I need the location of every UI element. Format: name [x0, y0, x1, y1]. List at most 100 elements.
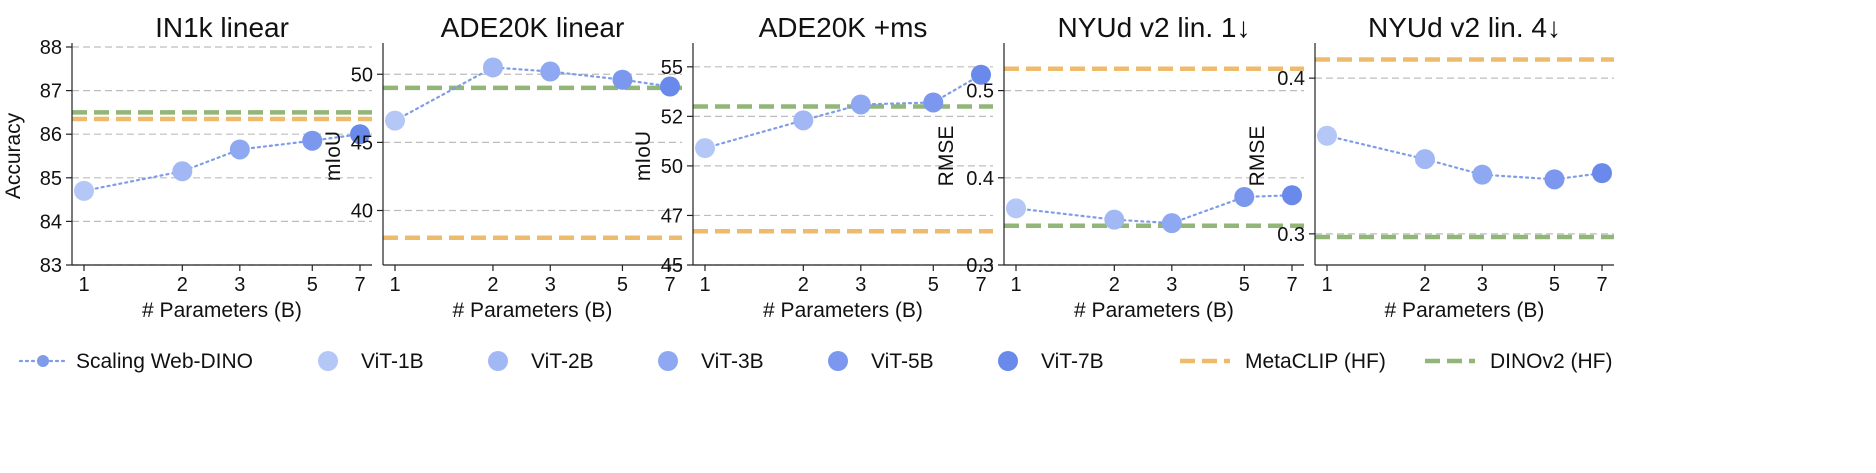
vit-7b-point: [660, 76, 680, 97]
vit-5b-point: [1234, 186, 1255, 207]
y-tick-label: 0.5: [966, 81, 994, 103]
x-tick-label: 2: [798, 274, 809, 296]
x-tick-label: 2: [1419, 274, 1430, 296]
y-axis-label: mIoU: [632, 131, 655, 181]
vit-5b-point: [302, 130, 323, 151]
x-tick-label: 3: [1166, 274, 1177, 296]
y-axis-label: mIoU: [322, 131, 345, 181]
legend-dot-swatch: [318, 351, 338, 371]
x-tick-label: 7: [975, 274, 986, 296]
x-tick-label: 2: [487, 274, 498, 296]
y-axis-label: RMSE: [1246, 126, 1269, 187]
legend-label: MetaCLIP (HF): [1245, 350, 1386, 373]
y-tick-label: 50: [351, 64, 373, 86]
chart-title: ADE20K +ms: [759, 12, 928, 43]
y-tick-label: 84: [40, 211, 62, 233]
vit-1b-point: [1317, 125, 1337, 146]
vit-3b-point: [229, 139, 250, 160]
vit-7b-point: [1592, 163, 1612, 184]
legend-dot-swatch: [488, 351, 508, 371]
x-axis-label: # Parameters (B): [1385, 299, 1545, 322]
vit-2b-point: [793, 110, 814, 131]
y-tick-label: 83: [40, 255, 62, 277]
x-tick-label: 2: [177, 274, 188, 296]
x-tick-label: 3: [1477, 274, 1488, 296]
legend-metaclip-hf: MetaCLIP (HF): [1180, 350, 1386, 373]
vit-2b-point: [1414, 149, 1435, 170]
legend-dot-swatch: [998, 351, 1018, 371]
x-tick-label: 7: [664, 274, 675, 296]
y-axis-label: RMSE: [935, 126, 958, 187]
legend-label: DINOv2 (HF): [1490, 350, 1613, 373]
vit-1b-point: [695, 138, 715, 159]
legend-label: ViT-5B: [871, 350, 934, 373]
x-tick-label: 1: [78, 274, 89, 296]
y-tick-label: 0.4: [1277, 68, 1305, 90]
vit-3b-point: [1472, 164, 1493, 185]
legend-label: Scaling Web-DINO: [76, 350, 253, 373]
x-tick-label: 7: [1596, 274, 1607, 296]
x-axis-label: # Parameters (B): [142, 299, 302, 322]
x-tick-label: 7: [354, 274, 365, 296]
y-tick-label: 86: [40, 124, 62, 146]
y-tick-label: 52: [661, 106, 683, 128]
legend-vit-2b: ViT-2B: [488, 350, 594, 373]
legend-label: ViT-3B: [701, 350, 764, 373]
y-tick-label: 0.3: [1277, 224, 1305, 246]
x-tick-label: 1: [1010, 274, 1021, 296]
x-tick-label: 2: [1109, 274, 1120, 296]
x-tick-label: 1: [699, 274, 710, 296]
vit-1b-point: [1006, 198, 1026, 219]
x-tick-label: 3: [545, 274, 556, 296]
subplot-4: 0.3 0.4 0.5 1 2 3 5 7 NYUd v2 lin. 1↓ # Parameter…: [935, 12, 1304, 322]
subplot-5: 0.3 0.4 1 2 3 5 7 NYUd v2 lin. 4↓ # Parameters (…: [1246, 12, 1614, 322]
x-tick-label: 1: [1321, 274, 1332, 296]
y-tick-label: 88: [40, 37, 62, 59]
y-tick-label: 0.3: [966, 255, 994, 277]
y-tick-label: 47: [661, 205, 683, 227]
y-tick-label: 50: [661, 156, 683, 178]
chart-title: NYUd v2 lin. 1↓: [1058, 12, 1251, 43]
legend-label: ViT-7B: [1041, 350, 1104, 373]
x-tick-label: 5: [1239, 274, 1250, 296]
y-tick-label: 0.4: [966, 168, 994, 190]
legend-vit-1b: ViT-1B: [318, 350, 424, 373]
vit-3b-point: [850, 94, 871, 115]
subplot-3: 45 47 50 52 55 1 2 3 5 7 ADE20K +ms # Parameters (B…: [632, 12, 993, 322]
legend-vit-7b: ViT-7B: [998, 350, 1104, 373]
x-axis-label: # Parameters (B): [763, 299, 923, 322]
chart-title: ADE20K linear: [441, 12, 625, 43]
x-tick-label: 3: [855, 274, 866, 296]
vit-5b-point: [1544, 169, 1565, 190]
legend: Scaling Web-DINO ViT-1B ViT-2B ViT-3B ViT-5B…: [18, 350, 1613, 373]
scaling-web-dino-line: [1325, 134, 1604, 181]
legend-vit-5b: ViT-5B: [828, 350, 934, 373]
y-axis-label: Accuracy: [2, 112, 25, 199]
vit-5b-point: [612, 69, 633, 90]
x-axis-label: # Parameters (B): [1074, 299, 1234, 322]
vit-7b-point: [971, 64, 991, 85]
y-tick-label: 40: [351, 201, 373, 223]
legend-dot-swatch: [658, 351, 678, 371]
chart-title: IN1k linear: [155, 12, 289, 43]
y-tick-label: 45: [351, 132, 373, 154]
vit-5b-point: [923, 92, 944, 113]
vit-2b-point: [482, 57, 503, 78]
legend-marker-swatch: [37, 355, 49, 367]
y-tick-label: 85: [40, 168, 62, 190]
x-tick-label: 1: [389, 274, 400, 296]
vit-1b-point: [74, 180, 94, 201]
x-tick-label: 5: [617, 274, 628, 296]
legend-scaling-web-dino: Scaling Web-DINO: [18, 350, 253, 373]
vit-7b-point: [350, 124, 370, 145]
vit-3b-point: [540, 61, 561, 82]
x-tick-label: 5: [928, 274, 939, 296]
vit-1b-point: [385, 110, 405, 131]
legend-label: ViT-2B: [531, 350, 594, 373]
vit-7b-point: [1282, 185, 1302, 206]
y-tick-label: 55: [661, 57, 683, 79]
chart-title: NYUd v2 lin. 4↓: [1368, 12, 1561, 43]
x-tick-label: 3: [234, 274, 245, 296]
